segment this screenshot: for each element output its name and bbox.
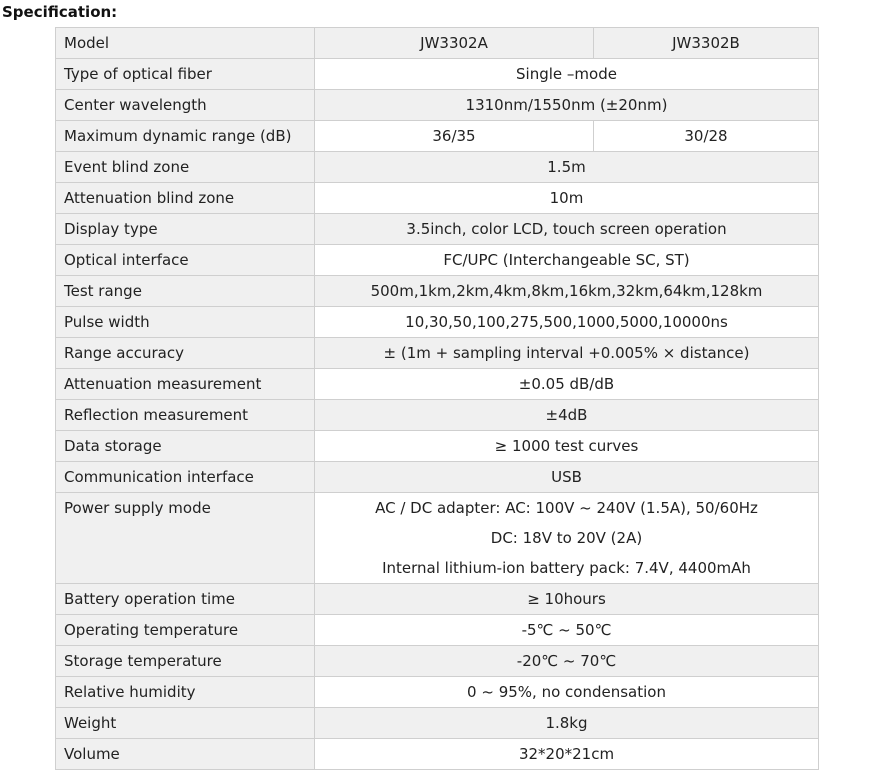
spec-value: AC / DC adapter: AC: 100V ~ 240V (1.5A),… <box>314 492 819 584</box>
spec-label: Type of optical fiber <box>55 58 315 90</box>
spec-value: 500m,1km,2km,4km,8km,16km,32km,64km,128k… <box>314 275 819 307</box>
table-row: Relative humidity 0 ~ 95%, no condensatio… <box>55 676 819 708</box>
table-row: Power supply mode AC / DC adapter: AC: 10… <box>55 492 819 584</box>
spec-label: Battery operation time <box>55 583 315 615</box>
spec-label: Reflection measurement <box>55 399 315 431</box>
spec-table: Model JW3302A JW3302B Type of optical fi… <box>55 27 819 770</box>
table-row: Battery operation time ≥ 10hours <box>55 583 819 615</box>
spec-value-line: Internal lithium-ion battery pack: 7.4V,… <box>382 559 751 577</box>
spec-value: 30/28 <box>593 120 819 152</box>
table-row: Reflection measurement ±4dB <box>55 399 819 431</box>
spec-value: USB <box>314 461 819 493</box>
spec-value: ≥ 10hours <box>314 583 819 615</box>
table-row: Data storage ≥ 1000 test curves <box>55 430 819 462</box>
table-row: Attenuation blind zone 10m <box>55 182 819 214</box>
spec-label: Optical interface <box>55 244 315 276</box>
spec-label: Weight <box>55 707 315 739</box>
spec-value: FC/UPC (Interchangeable SC, ST) <box>314 244 819 276</box>
table-row: Weight 1.8kg <box>55 707 819 739</box>
table-row: Operating temperature -5℃ ~ 50℃ <box>55 614 819 646</box>
spec-label: Relative humidity <box>55 676 315 708</box>
spec-value: -20℃ ~ 70℃ <box>314 645 819 677</box>
spec-label: Pulse width <box>55 306 315 338</box>
table-row: Communication interface USB <box>55 461 819 493</box>
section-title: Specification: <box>2 3 118 21</box>
spec-value: ≥ 1000 test curves <box>314 430 819 462</box>
spec-value-line: AC / DC adapter: AC: 100V ~ 240V (1.5A),… <box>375 499 758 517</box>
table-row: Storage temperature -20℃ ~ 70℃ <box>55 645 819 677</box>
spec-value: 10m <box>314 182 819 214</box>
spec-label: Attenuation measurement <box>55 368 315 400</box>
spec-label: Test range <box>55 275 315 307</box>
model-b: JW3302B <box>593 27 819 59</box>
spec-value: 0 ~ 95%, no condensation <box>314 676 819 708</box>
table-row: Volume 32*20*21cm <box>55 738 819 770</box>
model-label: Model <box>55 27 315 59</box>
spec-value-line: DC: 18V to 20V (2A) <box>490 529 643 547</box>
spec-value: ± (1m + sampling interval +0.005% × dist… <box>314 337 819 369</box>
table-row: Test range 500m,1km,2km,4km,8km,16km,32km… <box>55 275 819 307</box>
spec-label: Maximum dynamic range (dB) <box>55 120 315 152</box>
table-row: Center wavelength 1310nm/1550nm (±20nm) <box>55 89 819 121</box>
spec-value: Single –mode <box>314 58 819 90</box>
spec-label: Power supply mode <box>55 492 315 584</box>
spec-label: Operating temperature <box>55 614 315 646</box>
table-row: Optical interface FC/UPC (Interchangeable… <box>55 244 819 276</box>
spec-label: Center wavelength <box>55 89 315 121</box>
spec-value: 1.8kg <box>314 707 819 739</box>
spec-label: Event blind zone <box>55 151 315 183</box>
spec-value: 1.5m <box>314 151 819 183</box>
spec-value: 32*20*21cm <box>314 738 819 770</box>
spec-label: Data storage <box>55 430 315 462</box>
spec-value: 1310nm/1550nm (±20nm) <box>314 89 819 121</box>
spec-label: Display type <box>55 213 315 245</box>
table-row: Pulse width 10,30,50,100,275,500,1000,500… <box>55 306 819 338</box>
spec-label: Attenuation blind zone <box>55 182 315 214</box>
table-row: Maximum dynamic range (dB) 36/35 30/28 <box>55 120 819 152</box>
spec-label: Communication interface <box>55 461 315 493</box>
spec-label: Volume <box>55 738 315 770</box>
table-row: Event blind zone 1.5m <box>55 151 819 183</box>
spec-value: -5℃ ~ 50℃ <box>314 614 819 646</box>
table-row: Attenuation measurement ±0.05 dB/dB <box>55 368 819 400</box>
table-row: Range accuracy ± (1m + sampling interval … <box>55 337 819 369</box>
spec-value: ±4dB <box>314 399 819 431</box>
model-a: JW3302A <box>314 27 594 59</box>
spec-value: 36/35 <box>314 120 594 152</box>
table-header-row: Model JW3302A JW3302B <box>55 27 819 59</box>
table-row: Display type 3.5inch, color LCD, touch sc… <box>55 213 819 245</box>
spec-label: Storage temperature <box>55 645 315 677</box>
spec-value: ±0.05 dB/dB <box>314 368 819 400</box>
spec-value: 10,30,50,100,275,500,1000,5000,10000ns <box>314 306 819 338</box>
spec-label: Range accuracy <box>55 337 315 369</box>
table-row: Type of optical fiber Single –mode <box>55 58 819 90</box>
spec-value: 3.5inch, color LCD, touch screen operati… <box>314 213 819 245</box>
